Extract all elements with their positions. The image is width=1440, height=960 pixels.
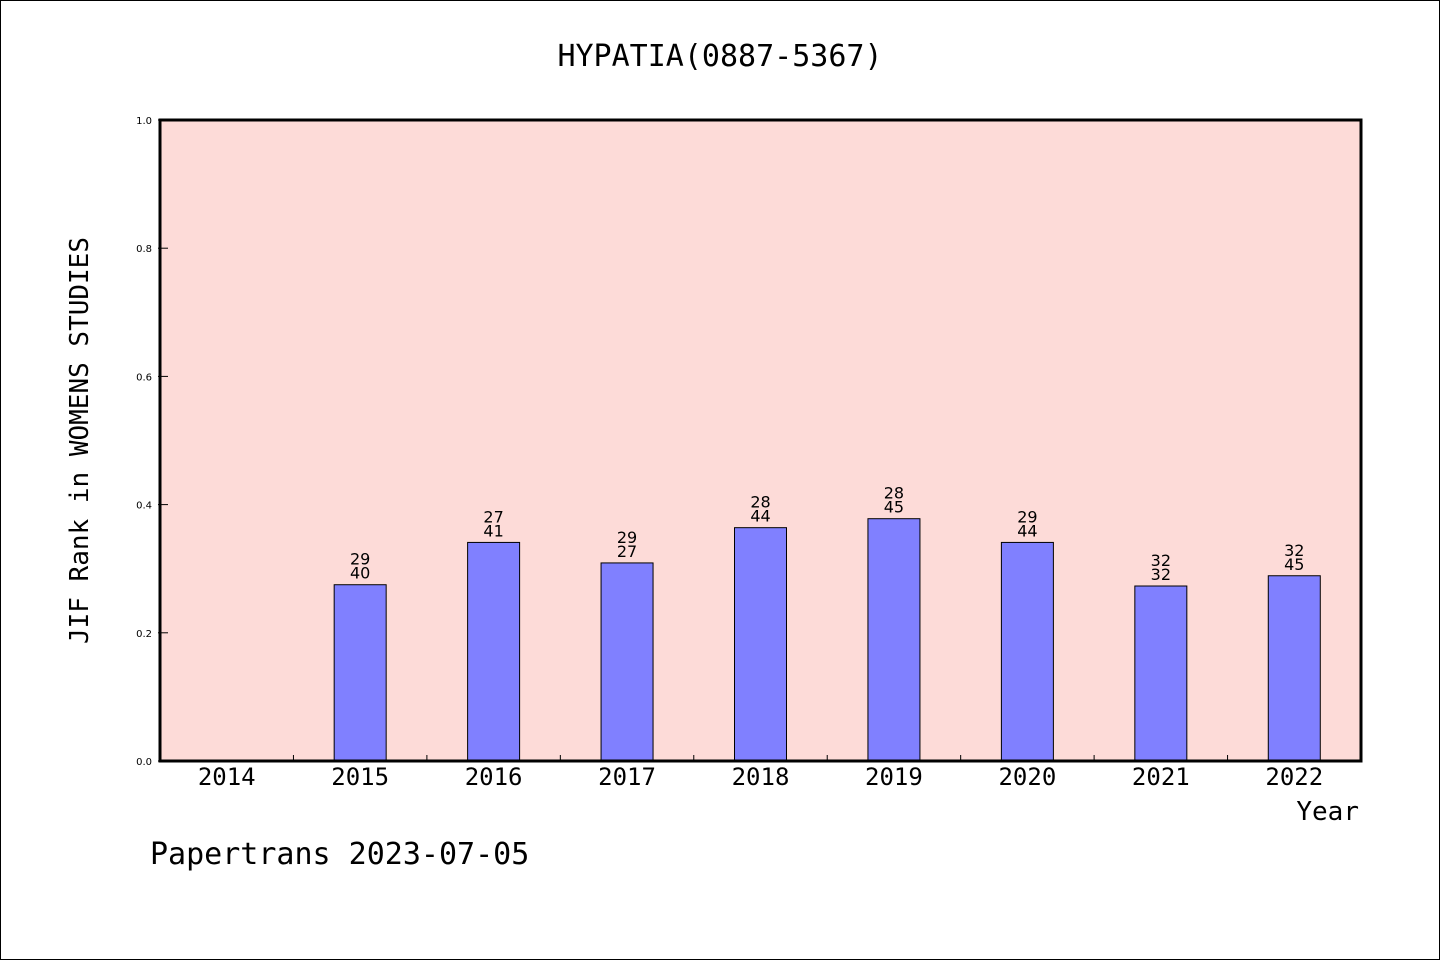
rank-label: 29	[350, 550, 370, 569]
total-label: 27	[617, 542, 637, 561]
chart-title: HYPATIA(0887-5367)	[557, 39, 882, 74]
total-label: 45	[884, 498, 904, 517]
total-label: 44	[750, 507, 770, 526]
total-label: 45	[1284, 555, 1304, 574]
rank-label: 28	[884, 484, 904, 503]
total-label: 41	[483, 521, 503, 540]
x-tick-label: 2019	[865, 763, 923, 791]
bar-2021	[1134, 585, 1188, 762]
footer-watermark: Papertrans 2023-07-05	[150, 837, 529, 872]
x-tick-label: 2016	[465, 763, 523, 791]
bar-2019	[867, 518, 921, 762]
plot-border	[158, 118, 1363, 763]
rank-label: 29	[1017, 507, 1037, 526]
x-axis-label: Year	[1296, 797, 1359, 827]
y-tick-label: 0.0	[136, 757, 152, 768]
y-tick-label: 0.8	[136, 244, 152, 255]
total-label: 32	[1151, 565, 1171, 584]
y-tick-label: 0.4	[136, 501, 152, 512]
total-label: 40	[350, 564, 370, 583]
x-tick-label: 2015	[331, 763, 389, 791]
x-axis: 2014 2015 2016 2017 2018 2019 2020 2021 2022	[198, 755, 1323, 791]
rank-label: 32	[1284, 541, 1304, 560]
y-tick-label: 0.2	[136, 629, 152, 640]
bar-2018	[734, 527, 787, 762]
bar-2017	[600, 562, 654, 762]
rank-label: 32	[1151, 551, 1171, 570]
x-tick-label: 2021	[1132, 763, 1190, 791]
x-tick-label: 2018	[732, 763, 790, 791]
bar-2016	[467, 541, 521, 762]
y-tick-label: 1.0	[136, 116, 152, 127]
rank-label: 28	[750, 493, 770, 512]
x-tick-label: 2017	[598, 763, 656, 791]
bars	[333, 518, 1321, 762]
bar-2020	[1000, 541, 1054, 762]
y-tick-label: 0.6	[136, 372, 152, 383]
total-label: 44	[1017, 521, 1037, 540]
bar-2022	[1267, 575, 1321, 762]
rank-label: 27	[483, 507, 503, 526]
x-tick-label: 2020	[998, 763, 1056, 791]
x-tick-label: 2014	[198, 763, 256, 791]
bar-2015	[333, 584, 387, 762]
y-axis-label: JIF Rank in WOMENS STUDIES	[65, 237, 95, 644]
x-tick-label: 2022	[1265, 763, 1323, 791]
rank-label: 29	[617, 528, 637, 547]
